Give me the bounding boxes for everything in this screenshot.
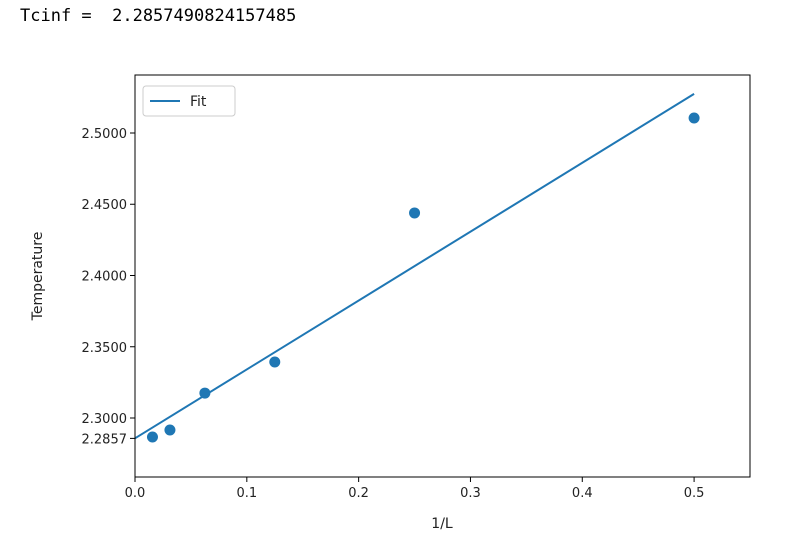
y-axis-label: Temperature <box>30 232 46 322</box>
data-point <box>146 431 158 443</box>
y-tick-label: 2.2857 <box>82 432 128 447</box>
plot-frame <box>134 74 751 478</box>
data-point <box>164 424 176 436</box>
output-text: Tcinf = 2.2857490824157485 <box>20 6 297 26</box>
legend-box <box>142 85 236 117</box>
y-tick-label: 2.3500 <box>82 341 128 356</box>
y-tick-label: 2.5000 <box>82 127 128 142</box>
x-tick-label: 0.0 <box>125 486 146 501</box>
x-tick-label: 0.2 <box>348 486 369 501</box>
y-tick-label: 2.3000 <box>82 412 128 427</box>
x-tick-label: 0.4 <box>572 486 593 501</box>
x-tick-label: 0.3 <box>460 486 481 501</box>
x-tick-label: 0.5 <box>684 486 705 501</box>
x-axis-label: 1/L <box>431 516 453 532</box>
y-tick-label: 2.4500 <box>82 198 128 213</box>
data-point <box>688 112 700 124</box>
x-tick-label: 0.1 <box>236 486 257 501</box>
data-point <box>199 387 211 399</box>
data-point <box>269 356 281 368</box>
fit-line <box>134 93 695 440</box>
legend-label-fit: Fit <box>190 94 207 110</box>
legend: Fit <box>142 85 236 117</box>
data-point <box>409 207 421 219</box>
y-tick-label: 2.4000 <box>82 270 128 285</box>
